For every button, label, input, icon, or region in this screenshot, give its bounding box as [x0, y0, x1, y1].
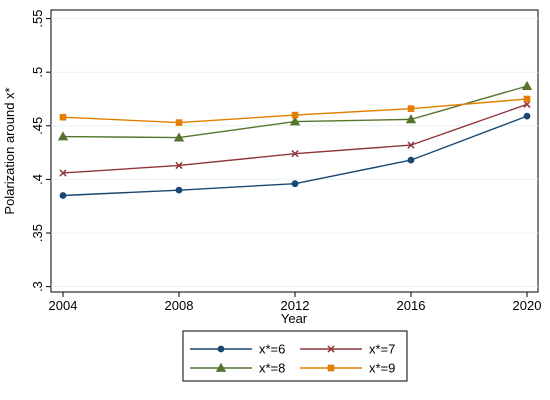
data-point-x*=8 [173, 132, 185, 142]
x-tick-label: 2020 [513, 298, 542, 313]
y-axis-title: Polarization around x* [2, 87, 17, 214]
data-point-x*=9 [291, 111, 299, 119]
legend: x*=6 x*=7 x*=8 x*=9 [182, 330, 408, 382]
data-point-x*=8 [405, 114, 417, 124]
data-point-x*=6 [59, 192, 67, 199]
series-markers [57, 80, 533, 199]
data-point-x*=7 [175, 161, 183, 170]
x-tick-label: 2004 [49, 298, 78, 313]
data-point-x*=9 [523, 95, 531, 103]
y-tick-label: .35 [30, 224, 45, 242]
y-tick-label: .4 [30, 174, 45, 185]
data-point-x*=7 [59, 169, 67, 177]
legend-marker [327, 364, 335, 372]
data-point-x*=8 [289, 116, 301, 126]
legend-label: x*=7 [369, 342, 395, 357]
y-axis: .3 .35 .4 .45 .5 .55 [30, 10, 51, 292]
legend-marker [215, 362, 227, 372]
y-tick-label: .3 [30, 281, 45, 292]
data-point-x*=6 [523, 112, 531, 120]
data-point-x*=9 [407, 105, 415, 112]
legend-label: x*=9 [369, 361, 395, 376]
data-point-x*=7 [407, 141, 415, 149]
legend-marker [327, 345, 335, 353]
data-point-x*=7 [291, 150, 299, 158]
legend-box [182, 330, 408, 382]
gridlines [51, 18, 538, 288]
x-tick-label: 2012 [281, 298, 310, 313]
data-point-x*=6 [291, 180, 299, 188]
x-tick-label: 2008 [165, 298, 194, 313]
data-point-x*=9 [59, 113, 67, 121]
legend-label: x*=8 [259, 361, 285, 376]
data-point-x*=9 [175, 119, 183, 126]
data-point-x*=8 [521, 80, 533, 91]
x-axis: 2004 2008 2012 2016 2020 [49, 292, 542, 313]
plot-frame [50, 9, 539, 293]
data-point-x*=8 [57, 131, 69, 141]
legend-label: x*=6 [259, 342, 285, 357]
x-axis-title: Year [281, 311, 308, 326]
data-point-x*=6 [407, 156, 415, 164]
data-point-x*=6 [175, 186, 183, 194]
y-tick-label: .45 [30, 117, 45, 135]
legend-marker [217, 345, 225, 353]
y-tick-label: .55 [30, 10, 45, 28]
x-tick-label: 2016 [397, 298, 426, 313]
y-tick-label: .5 [30, 67, 45, 78]
